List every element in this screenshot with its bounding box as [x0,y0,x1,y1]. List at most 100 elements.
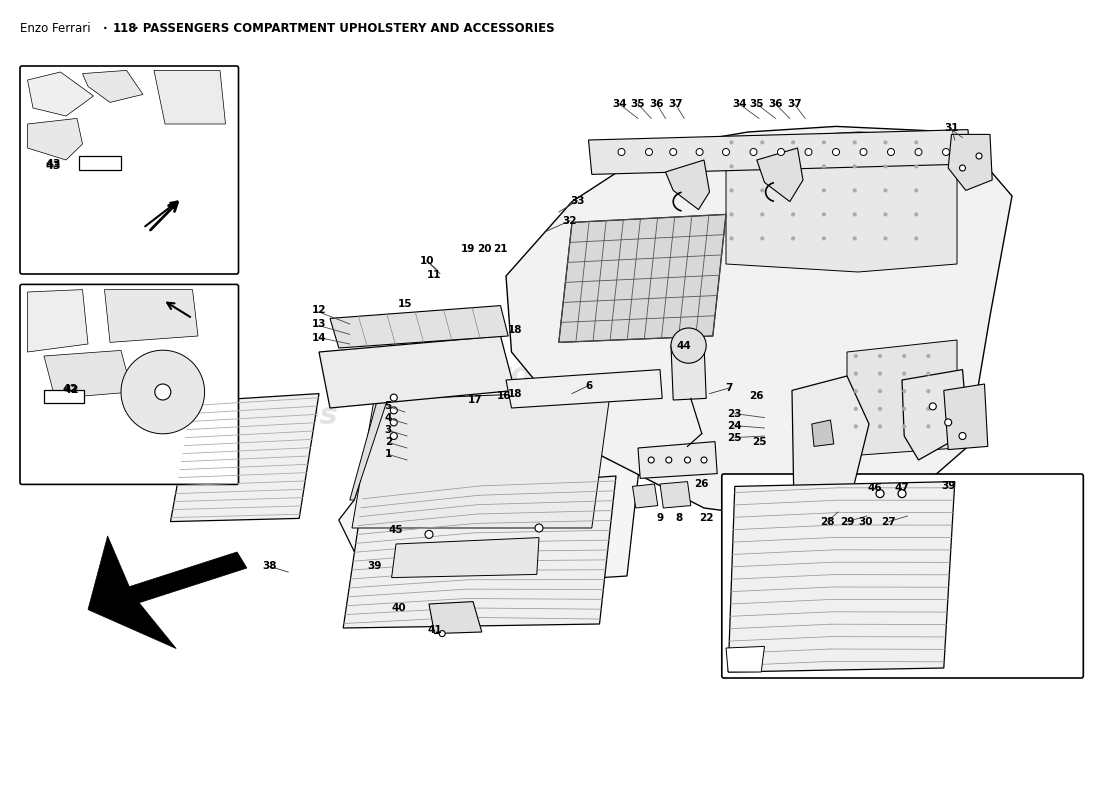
Circle shape [730,213,733,216]
Polygon shape [44,350,132,398]
Text: 35: 35 [630,99,646,109]
Circle shape [390,419,397,426]
Text: 32: 32 [562,216,578,226]
Polygon shape [559,214,726,342]
Circle shape [823,165,825,168]
Circle shape [670,149,676,155]
Circle shape [879,354,881,358]
Circle shape [898,490,906,498]
Circle shape [915,189,917,192]
Polygon shape [792,376,869,522]
Text: 13: 13 [311,319,327,329]
Polygon shape [671,342,706,400]
Polygon shape [28,118,82,160]
Circle shape [927,407,930,410]
Polygon shape [28,290,88,352]
Text: 27: 27 [881,517,896,526]
Circle shape [927,372,930,375]
Text: 39: 39 [940,482,956,491]
Circle shape [823,213,825,216]
Polygon shape [392,538,539,578]
Text: eurospares: eurospares [728,562,922,590]
Text: 37: 37 [668,99,683,109]
Circle shape [927,354,930,358]
Circle shape [879,407,881,410]
Circle shape [959,433,966,439]
Circle shape [792,213,794,216]
Circle shape [761,141,763,144]
Circle shape [671,328,706,363]
Circle shape [750,149,757,155]
Text: ·: · [102,22,107,35]
Text: 42: 42 [64,386,79,395]
Text: 16: 16 [496,391,512,401]
Text: 28: 28 [820,517,835,526]
Circle shape [888,149,894,155]
Text: 23: 23 [727,409,742,418]
Circle shape [943,149,949,155]
Polygon shape [847,340,957,456]
Circle shape [701,457,707,463]
Circle shape [646,149,652,155]
Circle shape [884,165,887,168]
Circle shape [792,237,794,240]
Circle shape [915,237,917,240]
Circle shape [618,149,625,155]
Circle shape [854,213,856,216]
FancyBboxPatch shape [722,474,1084,678]
Polygon shape [588,130,970,174]
Text: 24: 24 [727,421,742,430]
Bar [44,390,84,403]
Text: 47: 47 [894,483,910,493]
Circle shape [903,425,905,428]
Circle shape [915,141,917,144]
Circle shape [535,524,543,532]
Circle shape [155,384,170,400]
Text: 39: 39 [366,562,382,571]
Circle shape [854,189,856,192]
Text: 45: 45 [388,525,404,534]
Text: 38: 38 [262,562,277,571]
Circle shape [390,407,397,414]
Text: · PASSENGERS COMPARTMENT UPHOLSTERY AND ACCESSORIES: · PASSENGERS COMPARTMENT UPHOLSTERY AND … [134,22,554,35]
Circle shape [696,149,703,155]
Circle shape [778,149,784,155]
Text: 25: 25 [751,438,767,447]
Text: 30: 30 [858,517,873,526]
Circle shape [730,165,733,168]
Polygon shape [948,134,992,190]
Text: 11: 11 [427,270,442,280]
Circle shape [884,213,887,216]
Text: 17: 17 [468,395,483,405]
Text: 31: 31 [944,123,959,133]
Circle shape [730,141,733,144]
Text: 12: 12 [311,306,327,315]
Circle shape [854,141,856,144]
Text: 36: 36 [768,99,783,109]
Circle shape [903,372,905,375]
Circle shape [761,189,763,192]
Circle shape [805,149,812,155]
Polygon shape [726,646,764,672]
Text: 43: 43 [45,161,60,170]
Circle shape [884,237,887,240]
Circle shape [903,390,905,393]
Text: 2: 2 [385,438,392,447]
Circle shape [855,354,857,358]
Text: eurospares: eurospares [145,402,339,430]
Circle shape [439,630,446,637]
Polygon shape [429,602,482,634]
Text: 5: 5 [385,402,392,411]
Circle shape [761,237,763,240]
Text: 40: 40 [392,603,407,613]
Circle shape [927,425,930,428]
Text: 3: 3 [385,426,392,435]
Text: 20: 20 [476,244,492,254]
Text: 46: 46 [867,483,882,493]
Text: 34: 34 [612,99,627,109]
Text: 6: 6 [585,381,592,390]
Polygon shape [902,370,968,460]
Polygon shape [666,160,710,210]
Text: 43: 43 [45,159,60,169]
Text: 1: 1 [385,450,392,459]
